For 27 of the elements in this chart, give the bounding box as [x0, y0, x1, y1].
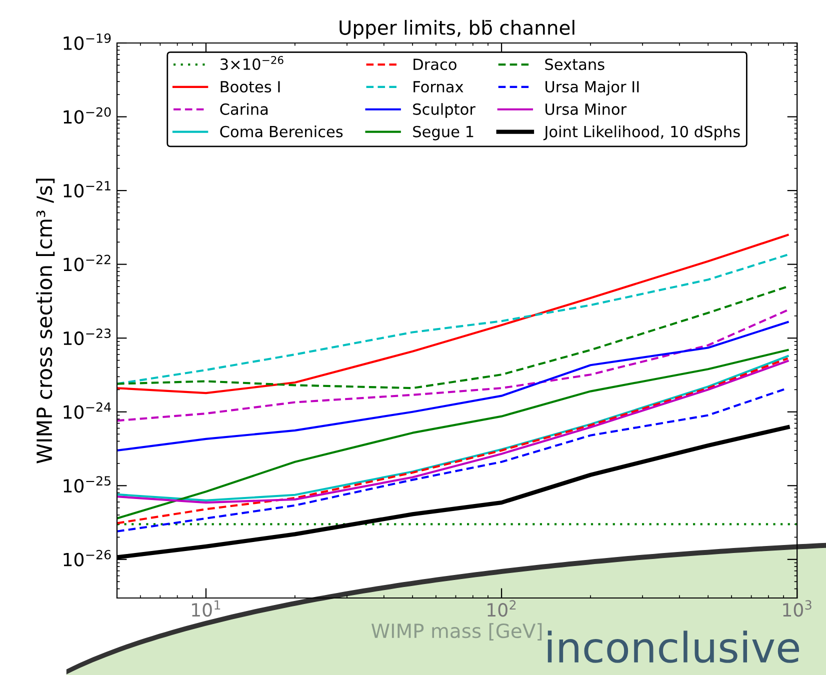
- text: inconclusive: [548, 630, 799, 663]
- y-tick-label: 10$^{−23}$: [64, 328, 111, 346]
- chart-title: Upper limits, bb̄ channel: [340, 20, 574, 39]
- legend-label: Sextans: [545, 58, 604, 70]
- y-axis-title: WIMP cross section [cm³ /s]: [36, 178, 55, 464]
- legend-label: Segue 1: [413, 126, 474, 140]
- y-tick-label: 10$^{−19}$: [64, 33, 111, 50]
- legend-label: Bootes I: [220, 81, 280, 93]
- y-tick-label: 10$^{−25}$: [64, 476, 110, 493]
- y-tick-label: 10$^{−20}$: [64, 107, 111, 124]
- x-tick-label: 10$^{1}$: [192, 600, 220, 617]
- legend-label: Carina: [220, 103, 268, 115]
- legend-label: Ursa Major II: [546, 80, 639, 96]
- y-tick-label: 10$^{−22}$: [64, 254, 110, 272]
- y-tick-label: 10$^{−24}$: [64, 402, 111, 419]
- legend-label: Sculptor: [413, 103, 476, 118]
- y-tick-label: 10$^{−26}$: [64, 550, 111, 566]
- x-tick-label: 10$^{3}$: [783, 600, 812, 617]
- legend-label: 3×10$^{−26}$: [220, 56, 284, 70]
- y-tick-label: 10$^{−21}$: [64, 180, 110, 198]
- legend-label: Ursa Minor: [546, 103, 627, 115]
- x-axis-title: WIMP mass [GeV]: [371, 623, 542, 640]
- legend-label: Fornax: [414, 81, 464, 93]
- legend-label: Coma Berenices: [220, 126, 343, 138]
- x-tick-label: 10$^{2}$: [488, 600, 516, 617]
- legend-label: Joint Likelihood, 10 dSphs: [543, 126, 740, 140]
- legend-label: Draco: [414, 58, 456, 70]
